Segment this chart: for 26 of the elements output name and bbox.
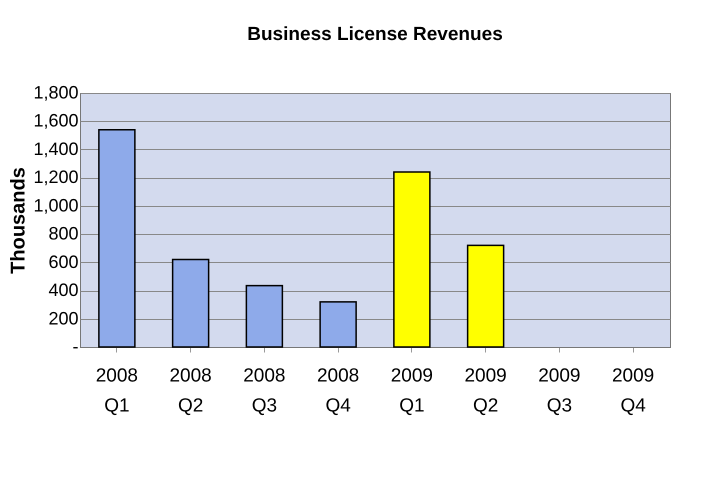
bar	[172, 258, 210, 348]
x-tick-label: 2008 Q4	[316, 366, 360, 416]
y-tick-label: 1,400	[33, 138, 78, 159]
x-tick-label: 2009 Q3	[538, 366, 581, 416]
x-tick-label: 2009 Q2	[464, 366, 507, 416]
y-tick-label: 1,200	[33, 167, 78, 188]
bar	[393, 171, 431, 348]
x-tick-label: 2008 Q1	[96, 366, 138, 416]
y-axis-title: Thousands	[8, 167, 30, 274]
y-tick-label: 1,000	[33, 195, 78, 216]
bar	[246, 284, 284, 348]
x-tick-label: 2008 Q3	[243, 366, 286, 416]
x-tick-label: 2009 Q4	[612, 366, 654, 416]
bar	[98, 128, 136, 348]
y-tick-label: 1,600	[33, 110, 78, 131]
x-tick-label: 2008 Q2	[169, 366, 212, 416]
bar	[466, 244, 504, 348]
y-tick-label: 400	[48, 280, 78, 300]
y-tick-label: 600	[48, 252, 78, 272]
y-tick-label: 200	[48, 308, 78, 328]
y-tick-label: 1,800	[33, 82, 78, 102]
y-tick-label: -	[72, 336, 78, 356]
y-tick-label: 800	[48, 224, 78, 244]
chart-title: Business License Revenues	[247, 24, 503, 45]
x-tick-label: 2009 Q1	[390, 366, 434, 416]
bar	[319, 301, 357, 348]
